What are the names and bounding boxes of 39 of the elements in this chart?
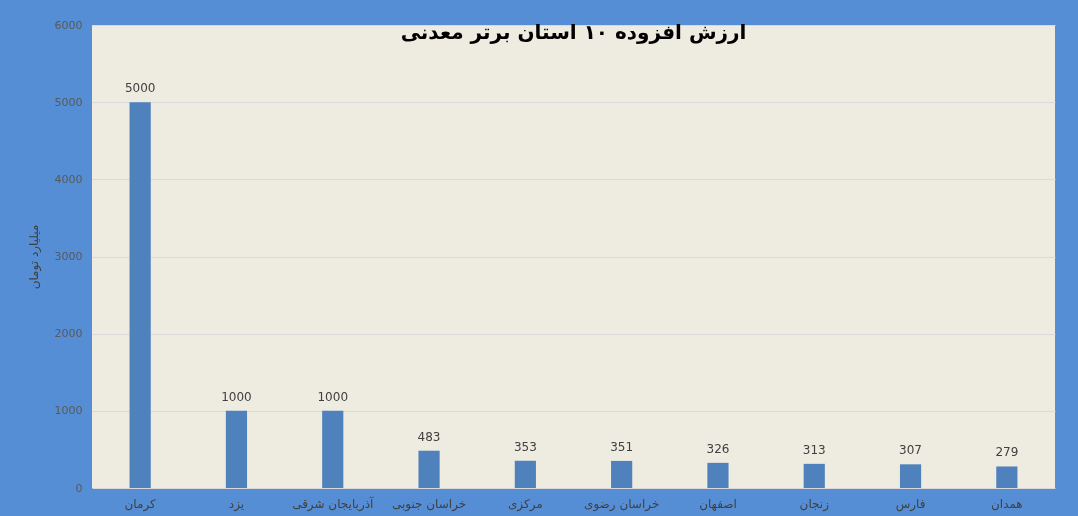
y-tick-label: 6000 [54, 18, 83, 32]
data-label: 351 [610, 439, 634, 454]
data-label: 307 [899, 443, 922, 458]
data-label: 5000 [124, 81, 156, 96]
x-tick-label: خراسان جنوبی [391, 496, 467, 512]
x-tick-label: یزد [228, 496, 245, 512]
y-tick-label: 5000 [54, 95, 83, 109]
x-tick-label: فارس [895, 496, 926, 512]
y-tick-label: 1000 [54, 404, 83, 418]
bar [322, 410, 344, 488]
y-axis-title: میلیارد تومان [26, 224, 42, 290]
bar [418, 450, 440, 488]
y-tick-label: 0 [75, 481, 83, 495]
x-tick-label: کرمان [124, 496, 157, 512]
bar [514, 460, 536, 488]
bar [707, 462, 729, 488]
data-label: 1000 [221, 389, 252, 404]
x-tick-label: خراسان رضوی [584, 496, 660, 512]
x-tick-label: آذربایجان شرقی [292, 495, 375, 512]
x-tick-label: اصفهان [699, 496, 737, 511]
x-tick-label: مرکزی [507, 496, 543, 512]
x-tick-label: همدان [990, 496, 1023, 511]
data-label: 313 [802, 442, 826, 457]
bar [996, 466, 1018, 488]
y-tick-label: 4000 [54, 172, 83, 186]
data-label: 1000 [317, 389, 349, 404]
y-tick-label: 2000 [54, 327, 83, 341]
data-label: 326 [706, 441, 730, 456]
bar [803, 463, 825, 488]
data-label: 483 [417, 429, 441, 444]
y-tick-label: 3000 [54, 250, 83, 263]
x-tick-label: زنجان [799, 496, 830, 512]
bar [899, 464, 922, 488]
data-label: 279 [995, 445, 1019, 460]
data-label: 353 [513, 439, 537, 454]
bar [225, 410, 248, 488]
bar [129, 102, 151, 488]
chart-title: ارزش افزوده ۱۰ استان برتر معدنی [400, 20, 747, 44]
bar [611, 460, 633, 488]
